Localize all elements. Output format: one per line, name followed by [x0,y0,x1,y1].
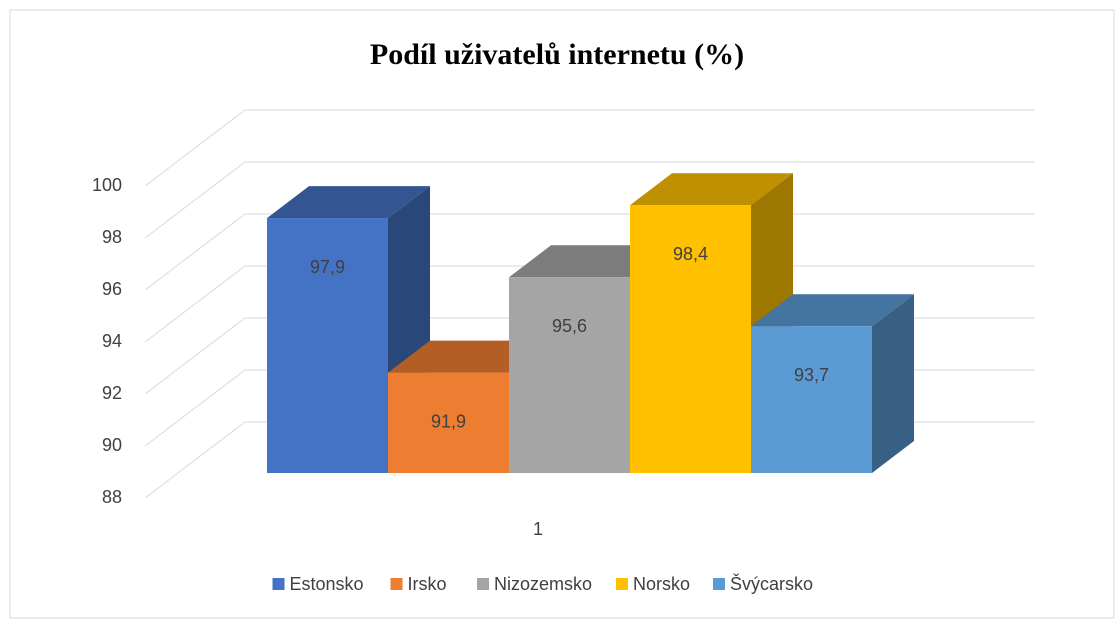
legend-swatch [272,578,285,590]
bar [509,277,630,473]
legend-label: Irsko [408,574,447,594]
bar-top [751,294,914,327]
y-tick-label: 94 [102,331,122,351]
y-tick-label: 96 [102,279,122,299]
legend-swatch [477,578,489,590]
legend-label: Norsko [633,574,690,594]
legend-swatch [616,578,628,590]
x-tick-label: 1 [533,519,543,539]
chart-title: Podíl uživatelů internetu (%) [370,38,744,71]
legend-label: Švýcarsko [730,573,813,594]
grid-line [144,161,1035,239]
y-tick-label: 92 [102,383,122,403]
y-tick-label: 98 [102,227,122,247]
legend-label: Estonsko [290,574,364,594]
grid-line [144,109,1035,187]
bar [751,326,872,473]
bar-top [630,173,793,206]
value-label: 98,4 [673,244,708,264]
value-label: 95,6 [552,316,587,336]
value-label: 93,7 [794,365,829,385]
bar-side [872,294,914,473]
bar [630,205,751,473]
y-tick-label: 90 [102,435,122,455]
y-tick-label: 100 [92,175,122,195]
bar [267,218,388,473]
legend-label: Nizozemsko [494,574,592,594]
value-label: 91,9 [431,411,466,431]
legend-swatch [390,578,403,590]
legend-swatch [713,578,725,590]
value-label: 97,9 [310,257,345,277]
bar-top [267,186,430,219]
bar [388,372,509,473]
y-tick-label: 88 [102,487,122,507]
